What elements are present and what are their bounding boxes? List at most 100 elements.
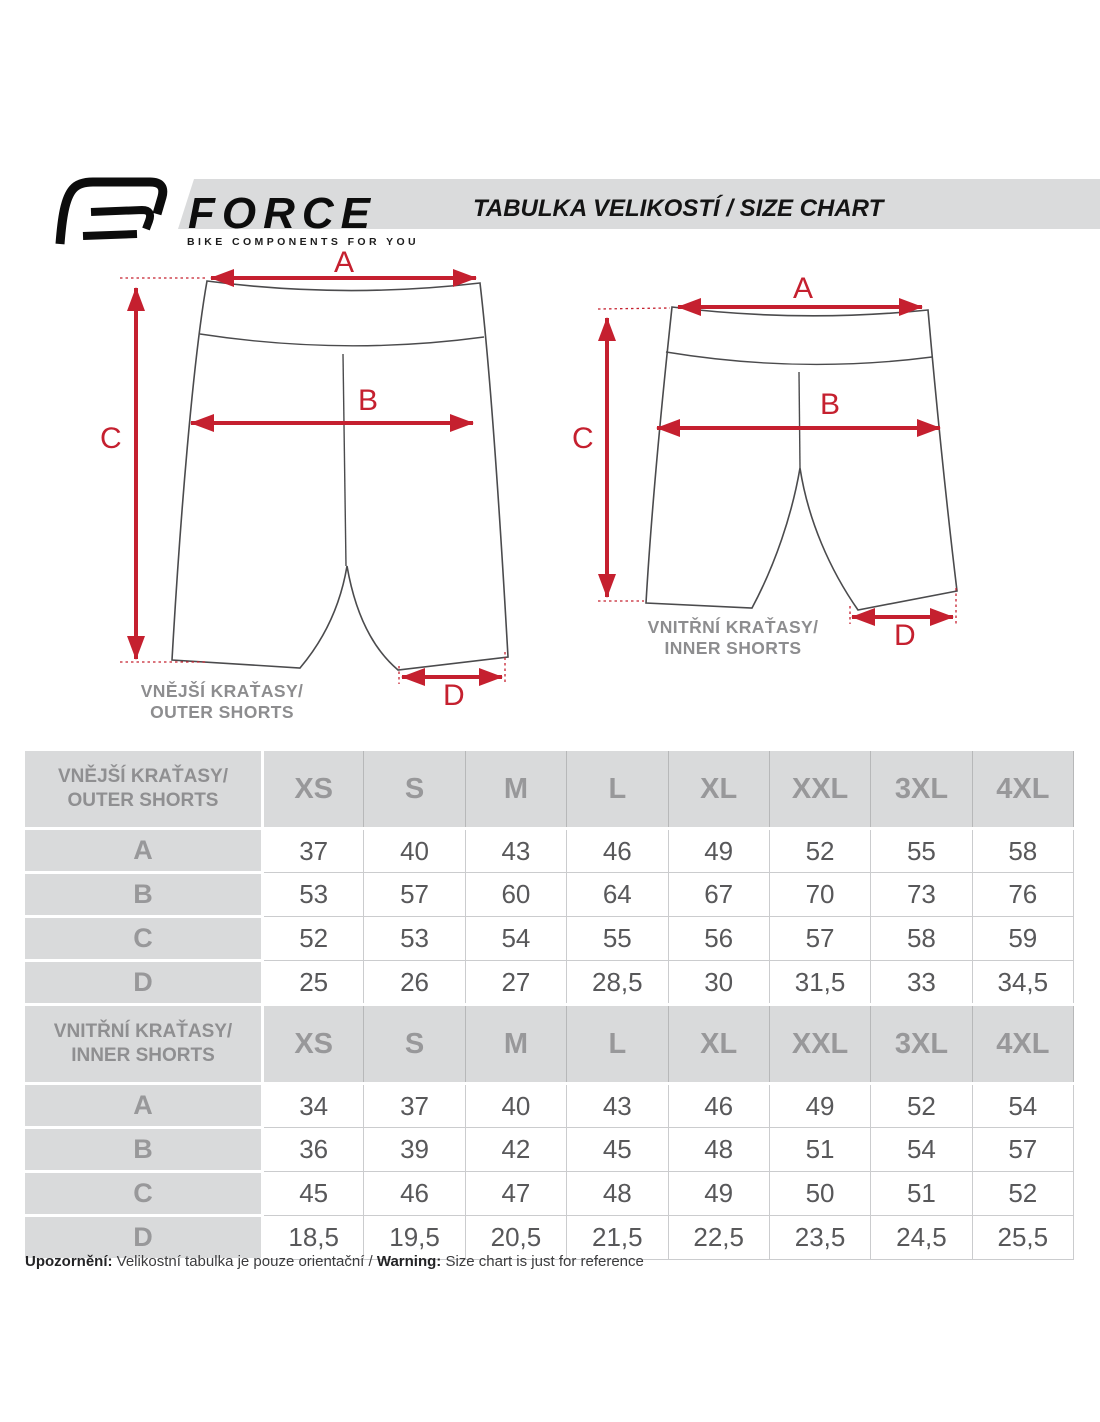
measurement-value-cell: 43 bbox=[566, 1083, 669, 1128]
size-header-cell: 3XL bbox=[870, 748, 973, 830]
footer-note-bold-en: Warning: bbox=[376, 1253, 442, 1270]
shorts-measurement-diagrams: A B C D A B C D bbox=[100, 250, 958, 712]
measurement-value-cell: 47 bbox=[464, 1171, 568, 1216]
size-header-cell: L bbox=[566, 748, 669, 830]
measurement-value-cell: 57 bbox=[768, 916, 872, 961]
measurement-value-cell: 46 bbox=[363, 1171, 466, 1216]
measurement-value-cell: 43 bbox=[464, 828, 568, 873]
size-header-cell: S bbox=[363, 1003, 466, 1085]
measurement-value-cell: 51 bbox=[768, 1127, 872, 1172]
measurement-label-cell: C bbox=[22, 1170, 264, 1217]
measurement-value-cell: 46 bbox=[667, 1083, 770, 1128]
measurement-value-cell: 22,5 bbox=[667, 1215, 770, 1260]
size-header-cell: 4XL bbox=[971, 1003, 1075, 1085]
inner-shorts-caption: VNITŘNÍ KRAŤASY/ INNER SHORTS bbox=[593, 617, 873, 659]
size-header-cell: M bbox=[464, 748, 568, 830]
measurement-value-cell: 58 bbox=[971, 828, 1075, 873]
measurement-value-cell: 30 bbox=[667, 960, 770, 1005]
measurement-value-cell: 37 bbox=[261, 828, 365, 873]
measurement-value-cell: 45 bbox=[261, 1171, 365, 1216]
inner-dim-label-d: D bbox=[894, 619, 916, 652]
measurement-value-cell: 28,5 bbox=[566, 960, 669, 1005]
size-header-cell: XXL bbox=[768, 748, 872, 830]
size-header-cell: XS bbox=[261, 748, 365, 830]
measurement-value-cell: 59 bbox=[971, 916, 1075, 961]
section-label-cell: VNITŘNÍ KRAŤASY/INNER SHORTS bbox=[22, 1003, 264, 1085]
size-header-cell: 4XL bbox=[971, 748, 1075, 830]
measurement-value-cell: 34 bbox=[261, 1083, 365, 1128]
outer-shorts-caption: VNĚJŠÍ KRAŤASY/ OUTER SHORTS bbox=[82, 681, 362, 723]
measurement-value-cell: 57 bbox=[363, 872, 466, 917]
measurement-value-cell: 73 bbox=[870, 872, 973, 917]
measurement-value-cell: 60 bbox=[464, 872, 568, 917]
footer-note-text-en: Size chart is just for reference bbox=[441, 1253, 644, 1270]
size-header-cell: L bbox=[566, 1003, 669, 1085]
inner-shorts-caption-line1: VNITŘNÍ KRAŤASY/ bbox=[647, 617, 819, 637]
measurement-value-cell: 24,5 bbox=[870, 1215, 973, 1260]
measurement-value-cell: 49 bbox=[768, 1083, 872, 1128]
table-section-header-row: VNITŘNÍ KRAŤASY/INNER SHORTS XS S M L XL XXL 3X… bbox=[22, 1003, 1075, 1085]
section-label-line2: OUTER SHORTS bbox=[67, 790, 219, 811]
measurement-label-cell: B bbox=[22, 1126, 264, 1173]
outer-shorts-caption-line1: VNĚJŠÍ KRAŤASY/ bbox=[140, 681, 304, 701]
measurement-value-cell: 46 bbox=[566, 828, 669, 873]
measurement-row: C 45 46 47 48 49 50 51 52 bbox=[22, 1170, 1075, 1217]
measurement-label-cell: A bbox=[22, 827, 264, 874]
measurement-value-cell: 36 bbox=[261, 1127, 365, 1172]
measurement-value-cell: 53 bbox=[363, 916, 466, 961]
measurement-row: A 37 40 43 46 49 52 55 58 bbox=[22, 827, 1075, 874]
size-header-cell: M bbox=[464, 1003, 568, 1085]
section-label-line2: INNER SHORTS bbox=[71, 1045, 215, 1066]
measurement-value-cell: 54 bbox=[870, 1127, 973, 1172]
measurement-value-cell: 39 bbox=[363, 1127, 466, 1172]
inner-shorts-diagram: A B C D bbox=[572, 272, 958, 652]
measurement-value-cell: 31,5 bbox=[768, 960, 872, 1005]
measurement-value-cell: 49 bbox=[667, 828, 770, 873]
measurement-value-cell: 19,5 bbox=[363, 1215, 466, 1260]
measurement-value-cell: 37 bbox=[363, 1083, 466, 1128]
measurement-value-cell: 45 bbox=[566, 1127, 669, 1172]
table-section-header-row: VNĚJŠÍ KRAŤASY/OUTER SHORTS XS S M L XL XXL 3XL… bbox=[22, 748, 1075, 830]
inner-shorts-caption-line2: INNER SHORTS bbox=[664, 638, 802, 658]
measurement-row: D 25 26 27 28,5 30 31,5 33 34,5 bbox=[22, 959, 1075, 1006]
inner-dim-label-b: B bbox=[820, 388, 840, 421]
measurement-value-cell: 53 bbox=[261, 872, 365, 917]
measurement-value-cell: 27 bbox=[464, 960, 568, 1005]
title-band bbox=[178, 179, 1100, 229]
size-header-cell: XS bbox=[261, 1003, 365, 1085]
measurement-value-cell: 76 bbox=[971, 872, 1075, 917]
size-table: VNĚJŠÍ KRAŤASY/OUTER SHORTS XS S M L XL XXL 3XL… bbox=[22, 748, 1075, 1261]
measurement-label-cell: C bbox=[22, 915, 264, 962]
size-table-body: VNĚJŠÍ KRAŤASY/OUTER SHORTS XS S M L XL XXL 3XL… bbox=[22, 748, 1075, 1261]
measurement-row: C 52 53 54 55 56 57 58 59 bbox=[22, 915, 1075, 962]
measurement-value-cell: 26 bbox=[363, 960, 466, 1005]
measurement-value-cell: 55 bbox=[870, 828, 973, 873]
measurement-value-cell: 54 bbox=[971, 1083, 1075, 1128]
measurement-value-cell: 33 bbox=[870, 960, 973, 1005]
measurement-value-cell: 49 bbox=[667, 1171, 770, 1216]
section-label-line1: VNITŘNÍ KRAŤASY/ bbox=[53, 1021, 233, 1042]
measurement-row: B 36 39 42 45 48 51 54 57 bbox=[22, 1126, 1075, 1173]
measurement-value-cell: 25,5 bbox=[971, 1215, 1075, 1260]
measurement-value-cell: 57 bbox=[971, 1127, 1075, 1172]
measurement-value-cell: 55 bbox=[566, 916, 669, 961]
outer-dim-label-a: A bbox=[334, 250, 354, 279]
measurement-value-cell: 23,5 bbox=[768, 1215, 872, 1260]
footer-note-text-cz: Velikostní tabulka je pouze orientační / bbox=[112, 1253, 377, 1270]
section-label-cell: VNĚJŠÍ KRAŤASY/OUTER SHORTS bbox=[22, 748, 264, 830]
size-header-cell: 3XL bbox=[870, 1003, 973, 1085]
measurement-value-cell: 70 bbox=[768, 872, 872, 917]
measurement-value-cell: 34,5 bbox=[971, 960, 1075, 1005]
measurement-row: B 53 57 60 64 67 70 73 76 bbox=[22, 871, 1075, 918]
force-logo-icon bbox=[55, 177, 168, 245]
measurement-value-cell: 52 bbox=[971, 1171, 1075, 1216]
outer-dim-label-c: C bbox=[100, 422, 122, 455]
measurement-value-cell: 52 bbox=[261, 916, 365, 961]
measurement-value-cell: 20,5 bbox=[464, 1215, 568, 1260]
measurement-label-cell: D bbox=[22, 1214, 264, 1261]
measurement-value-cell: 25 bbox=[261, 960, 365, 1005]
measurement-value-cell: 50 bbox=[768, 1171, 872, 1216]
measurement-label-cell: D bbox=[22, 959, 264, 1006]
outer-shorts-caption-line2: OUTER SHORTS bbox=[150, 702, 294, 722]
